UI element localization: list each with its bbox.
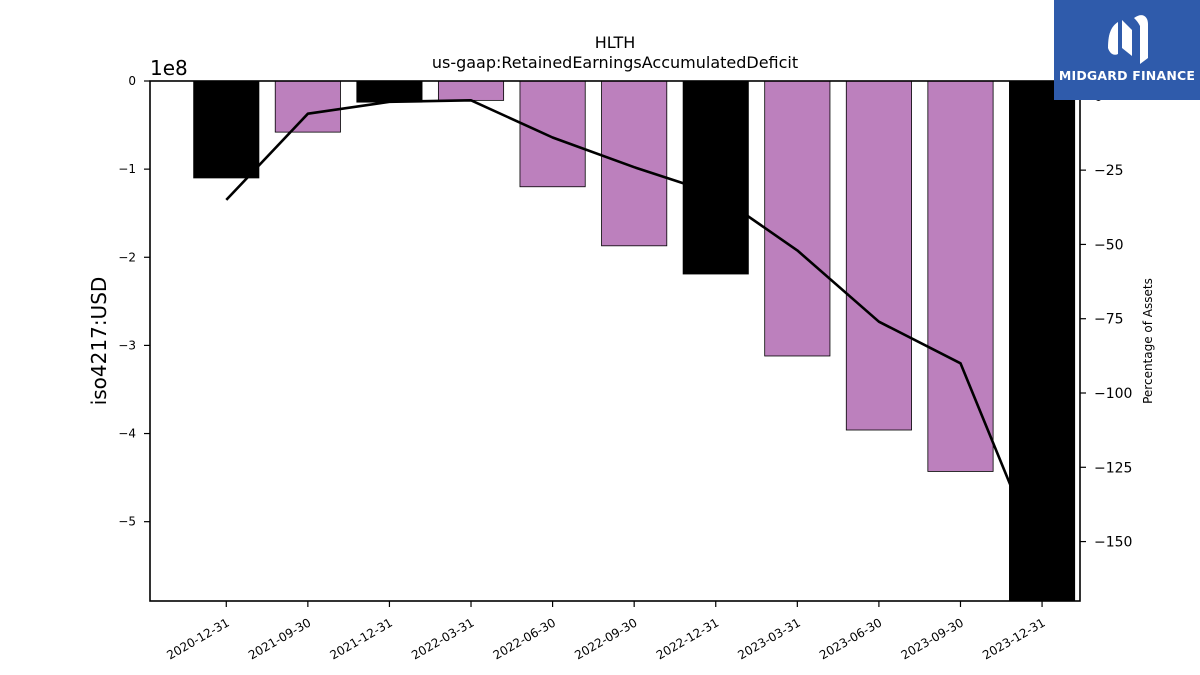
bar	[437, 81, 505, 101]
x-tick-label: 2023-03-31	[735, 615, 802, 662]
y2-axis-label: Percentage of Assets	[1141, 278, 1155, 404]
plot-frame	[149, 80, 1081, 602]
x-tick-label: 2022-09-30	[572, 615, 639, 662]
x-tick-label: 2021-12-31	[328, 615, 395, 662]
y-tick-label: −2	[118, 250, 136, 264]
bar	[682, 81, 749, 275]
bar	[1009, 81, 1076, 601]
x-tick-label: 2023-06-30	[817, 615, 884, 662]
bar	[927, 81, 994, 472]
line-group	[225, 99, 1044, 563]
y-tick-label: −3	[118, 338, 136, 352]
midgard-logo-icon	[1108, 15, 1148, 64]
y-tick-label: −5	[118, 515, 136, 529]
chart-subtitle: us-gaap:RetainedEarningsAccumulatedDefic…	[432, 53, 798, 72]
y2-tick-label: −75	[1094, 312, 1124, 328]
y-axis-label: iso4217:USD	[87, 277, 111, 406]
bar	[764, 81, 831, 357]
bar	[601, 81, 668, 247]
x-tick-label: 2022-06-30	[491, 615, 558, 662]
x-tick-label: 2023-12-31	[980, 615, 1047, 662]
bar	[356, 81, 423, 103]
x-tick-label: 2022-03-31	[409, 615, 476, 662]
y-tick-label: 0	[128, 74, 136, 88]
y2-tick-label: −100	[1094, 386, 1132, 402]
x-tick-label: 2022-12-31	[654, 615, 721, 662]
bar	[519, 81, 586, 188]
x-tick-label: 2021-09-30	[246, 615, 313, 662]
y2-tick-label: −150	[1094, 535, 1132, 551]
y2-tick-label: −50	[1094, 237, 1124, 253]
y-tick-label: −4	[118, 427, 136, 441]
x-tick-label: 2023-09-30	[899, 615, 966, 662]
brand-logo: MIDGARD FINANCE	[1054, 0, 1200, 100]
y-tick-label: −1	[118, 162, 136, 176]
y2-tick-label: −25	[1094, 163, 1124, 179]
percentage-line	[225, 99, 1044, 563]
y2-tick-label: −125	[1094, 460, 1132, 476]
chart-title: HLTH	[595, 33, 636, 52]
bar	[193, 81, 260, 179]
bars-group	[193, 81, 1076, 601]
bar	[845, 81, 912, 431]
logo-text: MIDGARD FINANCE	[1058, 68, 1196, 83]
y-offset-label: 1e8	[150, 56, 188, 80]
x-tick-label: 2020-12-31	[164, 615, 231, 662]
bar	[274, 81, 341, 133]
